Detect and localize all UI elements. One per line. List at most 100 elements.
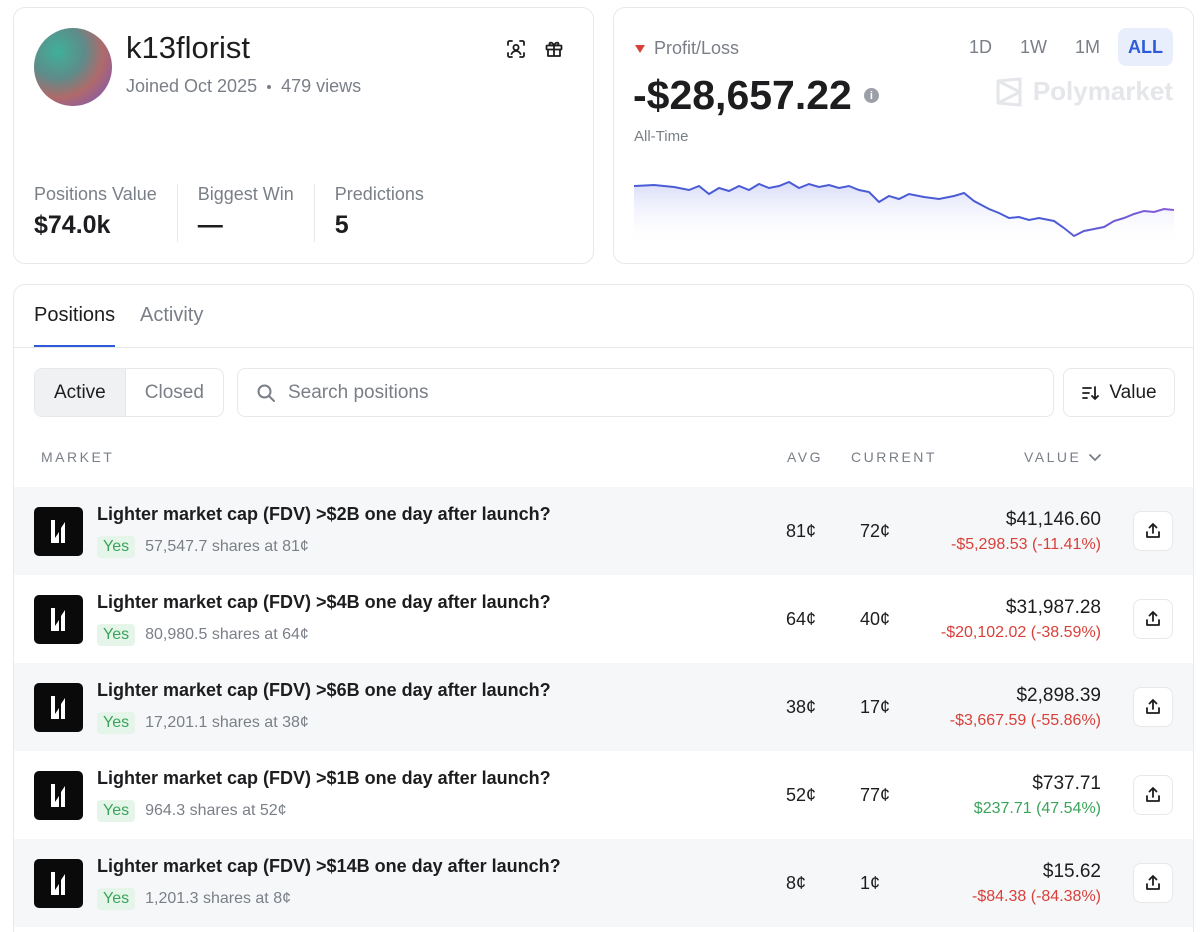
- position-detail: Yes 1,201.3 shares at 8¢: [97, 888, 291, 910]
- tab-positions[interactable]: Positions: [34, 304, 116, 347]
- header-value-label: VALUE: [1024, 449, 1082, 465]
- value-amount: $737.71: [1032, 773, 1101, 794]
- triangle-down-icon: [635, 44, 645, 53]
- outcome-badge: Yes: [97, 624, 136, 646]
- share-icon: [1146, 875, 1160, 890]
- shares-text: 964.3 shares at 52¢: [145, 802, 287, 819]
- market-logo: [34, 507, 83, 556]
- value-change: -$5,298.53 (-11.41%): [950, 536, 1101, 553]
- scan-face-icon[interactable]: [504, 37, 528, 61]
- share-icon: [1146, 787, 1160, 802]
- username: k13florist: [126, 30, 251, 65]
- brand-name: Polymarket: [1032, 76, 1173, 106]
- table-row[interactable]: Lighter market cap (FDV) >$6B one day af…: [14, 663, 1193, 751]
- market-title[interactable]: Lighter market cap (FDV) >$1B one day af…: [97, 768, 551, 788]
- market-logo: [34, 595, 83, 644]
- chevron-down-icon: [1088, 454, 1101, 462]
- sort-icon: [1082, 385, 1100, 400]
- value-change: -$20,102.02 (-38.59%): [940, 624, 1101, 641]
- position-value: $2,898.39 -$3,667.59 (-55.86%): [950, 685, 1101, 730]
- current-price: 40¢: [860, 609, 891, 629]
- pnl-chart: [634, 180, 1174, 246]
- table-row[interactable]: Lighter market cap (FDV) >$4B one day af…: [14, 575, 1193, 663]
- value-amount: $31,987.28: [1005, 597, 1101, 618]
- avg-price: 38¢: [786, 697, 817, 717]
- table-row[interactable]: Lighter market cap (FDV) >$2B one day af…: [14, 487, 1193, 575]
- value-change: -$3,667.59 (-55.86%): [949, 712, 1101, 729]
- share-button[interactable]: [1133, 775, 1173, 815]
- gift-icon[interactable]: [542, 37, 566, 61]
- stat-value: $74.0k: [34, 211, 111, 239]
- pnl-card: Profit/Loss -$28,657.22 i All-Time 1D 1W…: [613, 7, 1194, 264]
- position-value: $737.71 $237.71 (47.54%): [974, 773, 1101, 818]
- share-button[interactable]: [1133, 687, 1173, 727]
- pnl-amount: -$28,657.22: [633, 72, 852, 118]
- market-title[interactable]: Lighter market cap (FDV) >$2B one day af…: [97, 504, 551, 524]
- stat-value: 5: [334, 211, 349, 239]
- position-detail: Yes 57,547.7 shares at 81¢: [97, 536, 309, 558]
- header-current[interactable]: CURRENT: [851, 449, 937, 465]
- lighter-logo-icon: [50, 695, 65, 719]
- value-change: $237.71 (47.54%): [973, 800, 1101, 817]
- position-detail: Yes 80,980.5 shares at 64¢: [97, 624, 309, 646]
- share-button[interactable]: [1133, 599, 1173, 639]
- share-button[interactable]: [1133, 863, 1173, 903]
- lighter-logo-icon: [50, 519, 65, 543]
- market-title[interactable]: Lighter market cap (FDV) >$4B one day af…: [97, 592, 551, 612]
- stat-label: Predictions: [334, 184, 424, 204]
- polymarket-watermark: Polymarket: [995, 76, 1173, 107]
- positions-card: Positions Activity Active Closed Value M…: [13, 284, 1194, 932]
- range-tabs: 1D 1W 1M ALL: [959, 28, 1173, 66]
- range-tab-all[interactable]: ALL: [1118, 28, 1173, 66]
- value-amount: $2,898.39: [1016, 685, 1101, 706]
- avg-price: 64¢: [786, 609, 817, 629]
- profile-stats: Positions Value $74.0k Biggest Win — Pre…: [34, 184, 464, 242]
- shares-text: 57,547.7 shares at 81¢: [145, 538, 309, 555]
- pnl-label-text: Profit/Loss: [654, 38, 740, 58]
- share-button[interactable]: [1133, 511, 1173, 551]
- value-amount: $15.62: [1042, 861, 1101, 882]
- range-tab-1m[interactable]: 1M: [1074, 36, 1100, 57]
- range-tab-1w[interactable]: 1W: [1019, 36, 1047, 57]
- info-icon[interactable]: i: [863, 88, 879, 103]
- outcome-badge: Yes: [97, 888, 136, 910]
- stat-label: Positions Value: [34, 184, 157, 204]
- search-input[interactable]: [288, 381, 988, 404]
- tab-bar: Positions Activity: [14, 285, 1193, 348]
- stat-biggest-win: Biggest Win —: [198, 184, 315, 242]
- filter-active-button[interactable]: Active: [35, 369, 126, 416]
- stat-value: —: [197, 211, 223, 239]
- view-count: 479 views: [281, 76, 362, 96]
- table-header: MARKET AVG CURRENT VALUE: [14, 445, 1193, 469]
- outcome-badge: Yes: [97, 800, 136, 822]
- range-tab-1d[interactable]: 1D: [968, 36, 992, 57]
- position-value: $15.62 -$84.38 (-84.38%): [972, 861, 1101, 906]
- share-icon: [1146, 611, 1160, 626]
- market-title[interactable]: Lighter market cap (FDV) >$6B one day af…: [97, 680, 551, 700]
- joined-date: Joined Oct 2025: [126, 76, 258, 96]
- lighter-logo-icon: [50, 871, 65, 895]
- table-row[interactable]: Lighter market cap (FDV) >$1B one day af…: [14, 751, 1193, 839]
- stat-positions-value: Positions Value $74.0k: [34, 184, 178, 242]
- tab-activity[interactable]: Activity: [140, 304, 204, 326]
- header-value[interactable]: VALUE: [1024, 449, 1102, 465]
- polymarket-logo-icon: [996, 77, 1022, 106]
- pnl-area: [634, 182, 1174, 246]
- value-amount: $41,146.60: [1005, 509, 1101, 530]
- position-detail: Yes 964.3 shares at 52¢: [97, 800, 287, 822]
- lighter-logo-icon: [50, 783, 65, 807]
- table-row[interactable]: Lighter market cap (FDV) >$14B one day a…: [14, 839, 1193, 927]
- avatar[interactable]: [34, 28, 112, 106]
- search-box: [237, 368, 1054, 417]
- sort-button[interactable]: Value: [1063, 368, 1175, 417]
- avg-price: 52¢: [786, 785, 817, 805]
- value-change: -$84.38 (-84.38%): [972, 888, 1101, 905]
- market-logo: [34, 771, 83, 820]
- header-avg[interactable]: AVG: [787, 449, 824, 465]
- filter-closed-button[interactable]: Closed: [144, 381, 204, 403]
- current-price: 1¢: [860, 873, 881, 893]
- position-detail: Yes 17,201.1 shares at 38¢: [97, 712, 309, 734]
- profile-card: k13florist Joined Oct 2025 479 views Pos…: [13, 7, 594, 264]
- search-icon: [257, 384, 275, 402]
- market-title[interactable]: Lighter market cap (FDV) >$14B one day a…: [97, 856, 561, 876]
